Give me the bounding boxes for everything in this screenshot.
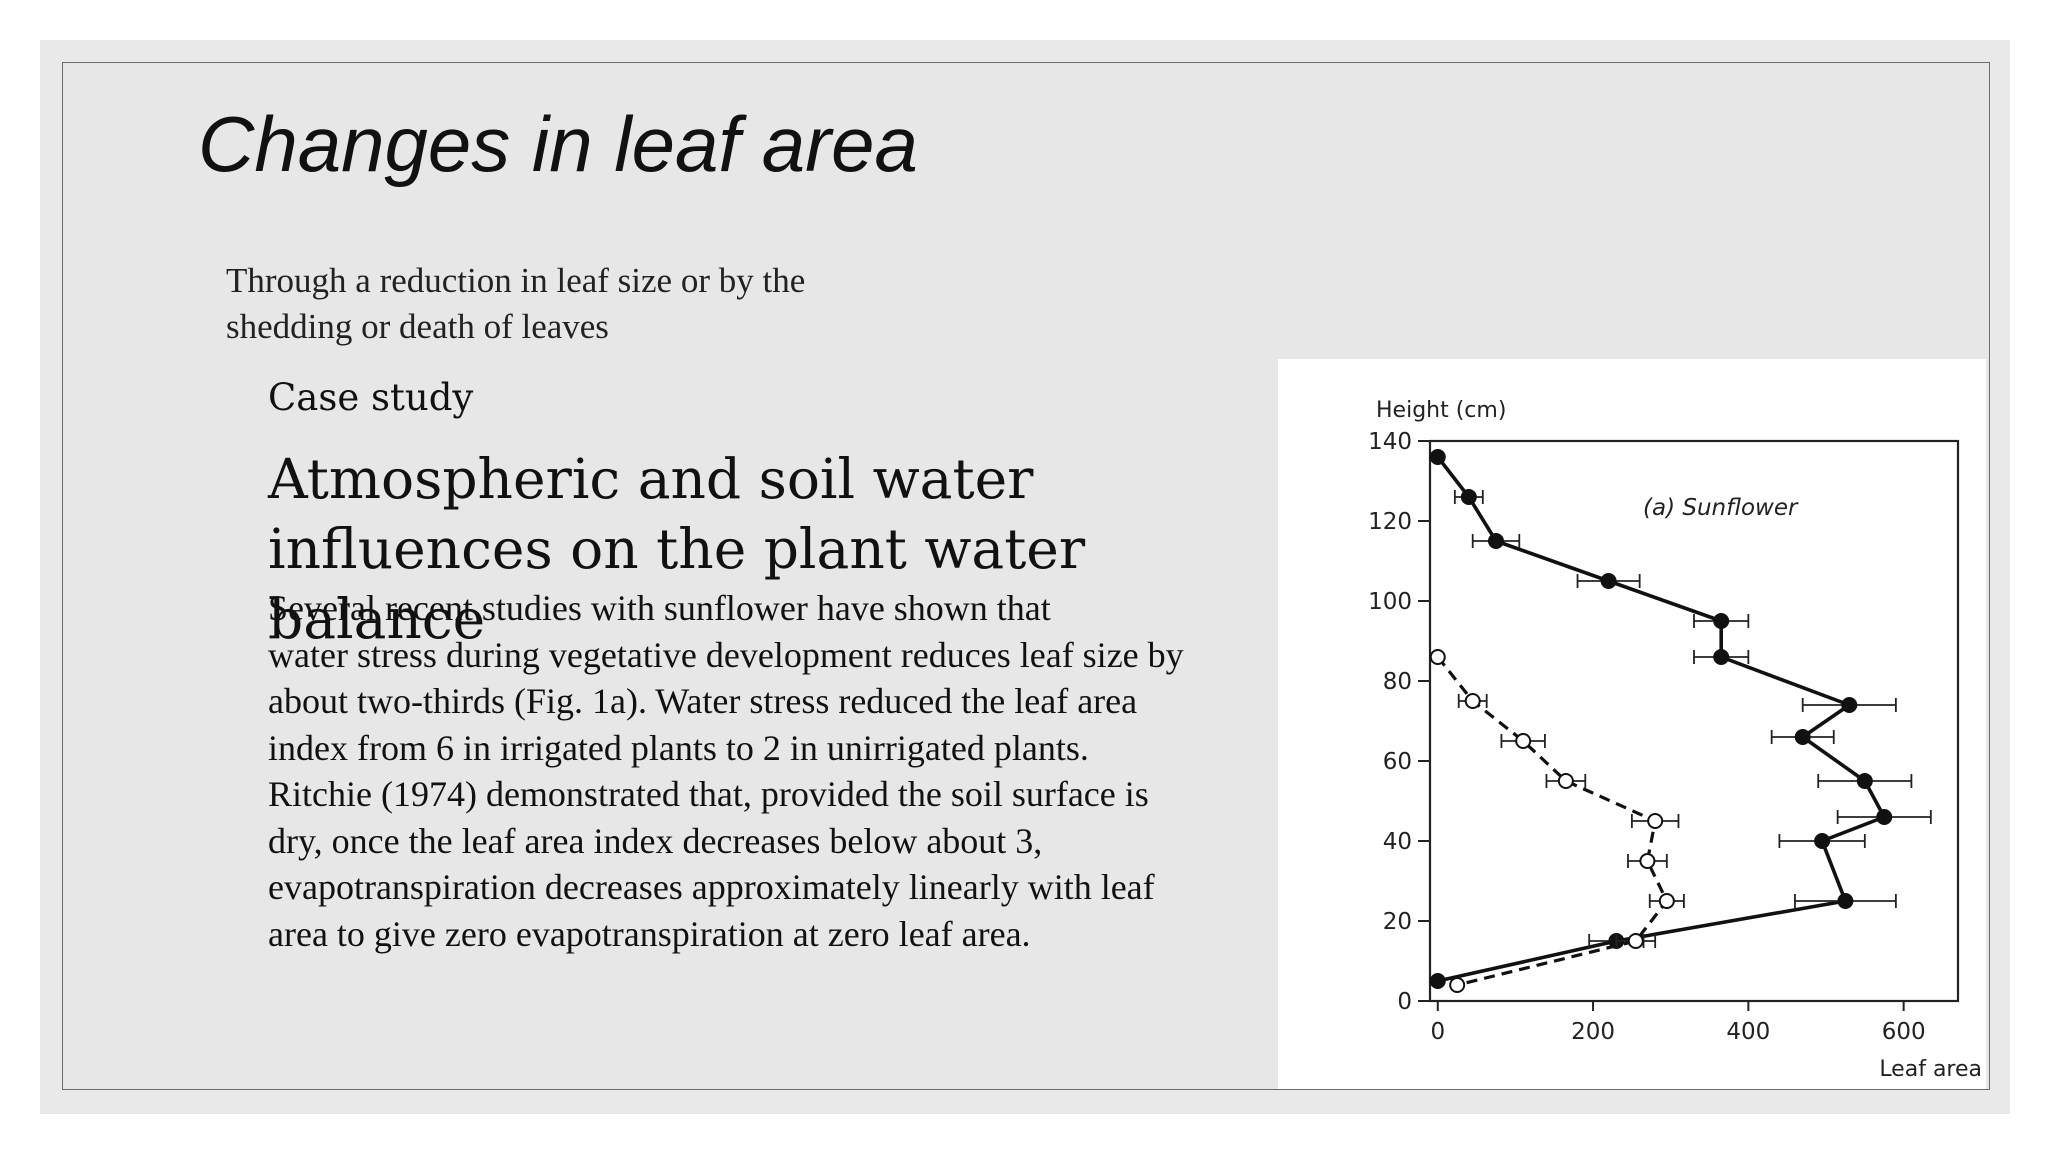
data-point: [1658, 893, 1675, 909]
figure-panel: Height (cm) Leaf area (a) Sunflower 0 20 4…: [1278, 359, 1986, 1089]
body-line: about two-thirds (Fig. 1a). Water stress…: [268, 681, 1138, 721]
y-tick-label: 120: [1368, 509, 1412, 535]
data-point: [1557, 773, 1574, 789]
data-point: [1429, 649, 1446, 665]
body-line: dry, once the leaf area index decreases …: [268, 820, 1043, 861]
body-line: water stress during vegetative developme…: [268, 634, 1184, 675]
body-line: Ritchie (1974) demonstrated that, provid…: [268, 774, 1149, 814]
bullet-text: Through a reduction in leaf size or by t…: [226, 261, 806, 346]
chart-annotation: (a) Sunflower: [1643, 495, 1799, 521]
data-point: [1515, 733, 1532, 749]
y-tick-label: 20: [1383, 909, 1412, 935]
y-tick-label: 0: [1397, 989, 1412, 1015]
heading-line: Atmospheric and soil water: [268, 447, 1034, 511]
body-paragraph: Several recent studies with sunflower ha…: [268, 585, 1278, 957]
data-point: [1713, 649, 1730, 665]
body-line: Several recent studies with sunflower ha…: [268, 588, 1051, 628]
y-axis-label: Height (cm): [1376, 398, 1506, 423]
data-point: [1600, 573, 1617, 589]
plot-frame: [1428, 439, 1960, 1003]
y-tick-label: 100: [1368, 589, 1412, 615]
body-line: index from 6 in irrigated plants to 2 in…: [268, 727, 1089, 768]
case-study-label: Case study: [268, 376, 474, 419]
x-tick-label: 0: [1430, 1019, 1445, 1045]
y-tick-label: 60: [1383, 749, 1412, 775]
data-point: [1460, 489, 1477, 505]
data-point: [1488, 533, 1504, 549]
heading-line: influences on the plant water balance: [268, 517, 1086, 651]
sunflower-chart: Height (cm) Leaf area (a) Sunflower 0 20 4…: [1368, 398, 1982, 1082]
chart-series: [1429, 449, 1932, 993]
data-point: [1464, 693, 1481, 709]
body-line: evapotranspiration decreases approximate…: [268, 867, 1155, 907]
data-point: [1841, 697, 1858, 713]
series-unirrigated: [1429, 649, 1685, 993]
x-tick-label: 400: [1726, 1019, 1770, 1045]
slide-title: Changes in leaf area: [198, 100, 918, 188]
data-point: [1627, 933, 1644, 949]
y-tick-label: 140: [1368, 429, 1412, 455]
data-point: [1794, 729, 1811, 745]
series-line: [1436, 455, 1886, 983]
x-tick-label: 600: [1882, 1019, 1926, 1045]
data-point: [1814, 833, 1831, 849]
data-point: [1856, 773, 1873, 789]
data-point: [1876, 809, 1893, 825]
y-tick-label: 40: [1383, 829, 1412, 855]
series-irrigated: [1429, 449, 1932, 989]
body-line: area to give zero evapotranspiration at …: [268, 913, 1031, 954]
y-tick-label: 80: [1383, 669, 1412, 695]
data-point: [1713, 613, 1730, 629]
data-point: [1429, 449, 1446, 465]
data-point: [1837, 893, 1854, 909]
x-tick-label: 200: [1571, 1019, 1615, 1045]
axes-ticks: 0 20 40 60 80 100 120 140 0 200 400 600: [1368, 429, 1926, 1045]
data-point: [1647, 813, 1664, 829]
data-point: [1429, 973, 1446, 989]
data-point: [1449, 977, 1466, 993]
x-axis-label: Leaf area: [1879, 1057, 1982, 1082]
case-study-heading: Atmospheric and soil water influences on…: [268, 444, 1278, 654]
data-point: [1639, 853, 1656, 869]
